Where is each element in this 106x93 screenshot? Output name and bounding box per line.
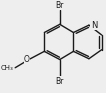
Text: O: O [24,55,30,64]
Text: Br: Br [56,77,64,86]
Text: Br: Br [56,1,64,10]
Text: N: N [91,21,97,30]
Text: CH₃: CH₃ [1,65,13,71]
